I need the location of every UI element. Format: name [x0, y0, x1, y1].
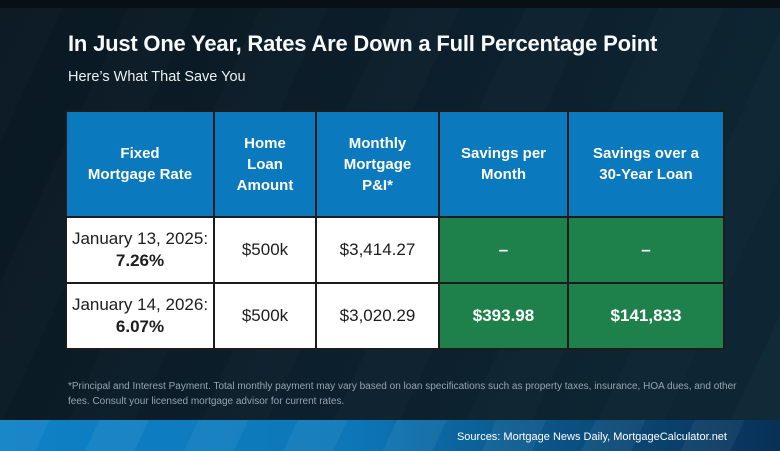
top-edge-strip: [0, 0, 780, 8]
table-header-row: Fixed Mortgage Rate Home Loan Amount Mon…: [65, 110, 725, 218]
column-header-monthly-mortgage-pi: Monthly Mortgage P&I*: [315, 110, 440, 218]
loan-amount-cell: $500k: [213, 216, 317, 284]
date-label: January 13, 2025:: [71, 228, 209, 248]
table-row-2025: January 13, 2025: 7.26% $500k $3,414.27 …: [65, 216, 725, 284]
date-rate-cell: January 14, 2026: 6.07%: [65, 282, 215, 350]
monthly-pi-cell: $3,414.27: [315, 216, 440, 284]
footnote-disclaimer: *Principal and Interest Payment. Total m…: [68, 381, 737, 407]
date-label: January 14, 2026:: [71, 294, 209, 314]
column-header-savings-per-month: Savings per Month: [438, 110, 569, 218]
savings-per-month-cell: $393.98: [438, 282, 569, 350]
rate-comparison-table: Fixed Mortgage Rate Home Loan Amount Mon…: [65, 110, 725, 350]
column-header-savings-30-year: Savings over a 30-Year Loan: [567, 110, 725, 218]
table-row-2026: January 14, 2026: 6.07% $500k $3,020.29 …: [65, 282, 725, 350]
page-subtitle: Here’s What That Save You: [68, 69, 246, 85]
savings-30-year-cell: $141,833: [567, 282, 725, 350]
footer-source-bar: Sources: Mortgage News Daily, MortgageCa…: [0, 420, 780, 451]
page-title: In Just One Year, Rates Are Down a Full …: [68, 31, 658, 56]
rate-value: 7.26%: [115, 251, 165, 270]
sources-text: Sources: Mortgage News Daily, MortgageCa…: [456, 431, 727, 443]
monthly-pi-cell: $3,020.29: [315, 282, 440, 350]
loan-amount-cell: $500k: [213, 282, 317, 350]
rate-value: 6.07%: [115, 317, 165, 336]
column-header-home-loan-amount: Home Loan Amount: [213, 110, 317, 218]
savings-30-year-cell: –: [567, 216, 725, 284]
column-header-fixed-mortgage-rate: Fixed Mortgage Rate: [65, 110, 215, 218]
savings-per-month-cell: –: [438, 216, 569, 284]
date-rate-cell: January 13, 2025: 7.26%: [65, 216, 215, 284]
